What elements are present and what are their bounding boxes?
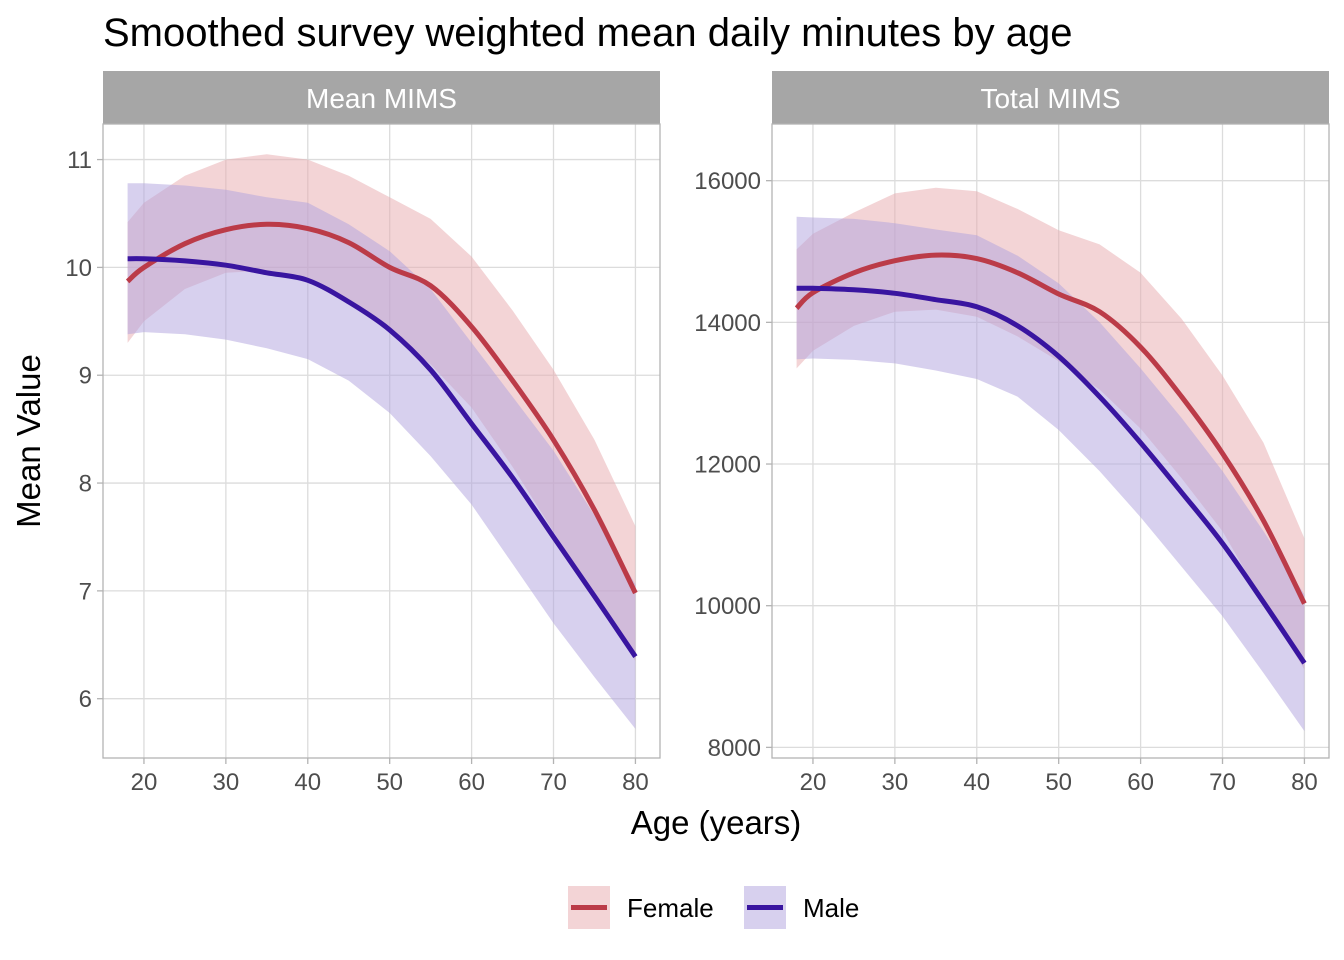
legend: Female Male <box>568 886 859 929</box>
male-series-line <box>796 285 1307 665</box>
x-axis-title: Age (years) <box>631 804 802 841</box>
x-tick-label: 40 <box>963 769 990 796</box>
x-tick-label: 50 <box>1045 769 1072 796</box>
y-tick-label: 6 <box>79 686 92 713</box>
panel-2: Total MIMS 20 30 40 50 60 70 80 8000 10000 12000 14… <box>694 71 1330 796</box>
x-tick-label: 40 <box>294 769 321 796</box>
y-tick-label: 16000 <box>694 168 761 195</box>
female-series-line <box>794 252 1307 605</box>
chart-title: Smoothed survey weighted mean daily minu… <box>103 11 1072 55</box>
legend-label-male: Male <box>803 893 859 923</box>
panel-border <box>771 123 1330 759</box>
y-tick-label: 10 <box>65 255 92 282</box>
y-tick-label: 12000 <box>694 452 761 479</box>
x-tick-label: 20 <box>131 769 158 796</box>
y-tick-label: 8000 <box>708 735 761 762</box>
x-tick-label: 50 <box>376 769 403 796</box>
x-tick-label: 30 <box>213 769 240 796</box>
y-tick-label: 9 <box>79 363 92 390</box>
y-tick-label: 14000 <box>694 310 761 337</box>
x-tick-label: 70 <box>540 769 567 796</box>
y-tick-label: 10000 <box>694 593 761 620</box>
female-series-line <box>125 221 638 595</box>
x-tick-label: 80 <box>622 769 649 796</box>
y-tick-label: 11 <box>67 147 92 174</box>
y-tick-label: 7 <box>79 578 92 605</box>
y-axis-title: Mean Value <box>10 354 47 528</box>
x-tick-label: 60 <box>458 769 485 796</box>
legend-item-female: Female <box>568 886 714 929</box>
panel-border <box>102 123 661 759</box>
x-tick-label: 30 <box>882 769 909 796</box>
x-tick-label: 80 <box>1291 769 1318 796</box>
x-tick-label: 60 <box>1127 769 1154 796</box>
male-confidence-band <box>796 216 1305 732</box>
x-tick-label: 70 <box>1209 769 1236 796</box>
strip-label: Mean MIMS <box>306 83 457 114</box>
y-tick-label: 8 <box>79 471 92 498</box>
male-series-line <box>127 256 638 659</box>
strip-background <box>103 71 660 124</box>
legend-label-female: Female <box>627 893 714 923</box>
strip-label: Total MIMS <box>980 83 1120 114</box>
male-confidence-band <box>127 183 636 729</box>
strip-background <box>772 71 1329 124</box>
legend-item-male: Male <box>744 886 859 929</box>
panel-1: Mean MIMS 20 30 40 50 60 70 80 6 7 8 9 10 11 <box>65 71 661 796</box>
x-tick-label: 20 <box>800 769 827 796</box>
